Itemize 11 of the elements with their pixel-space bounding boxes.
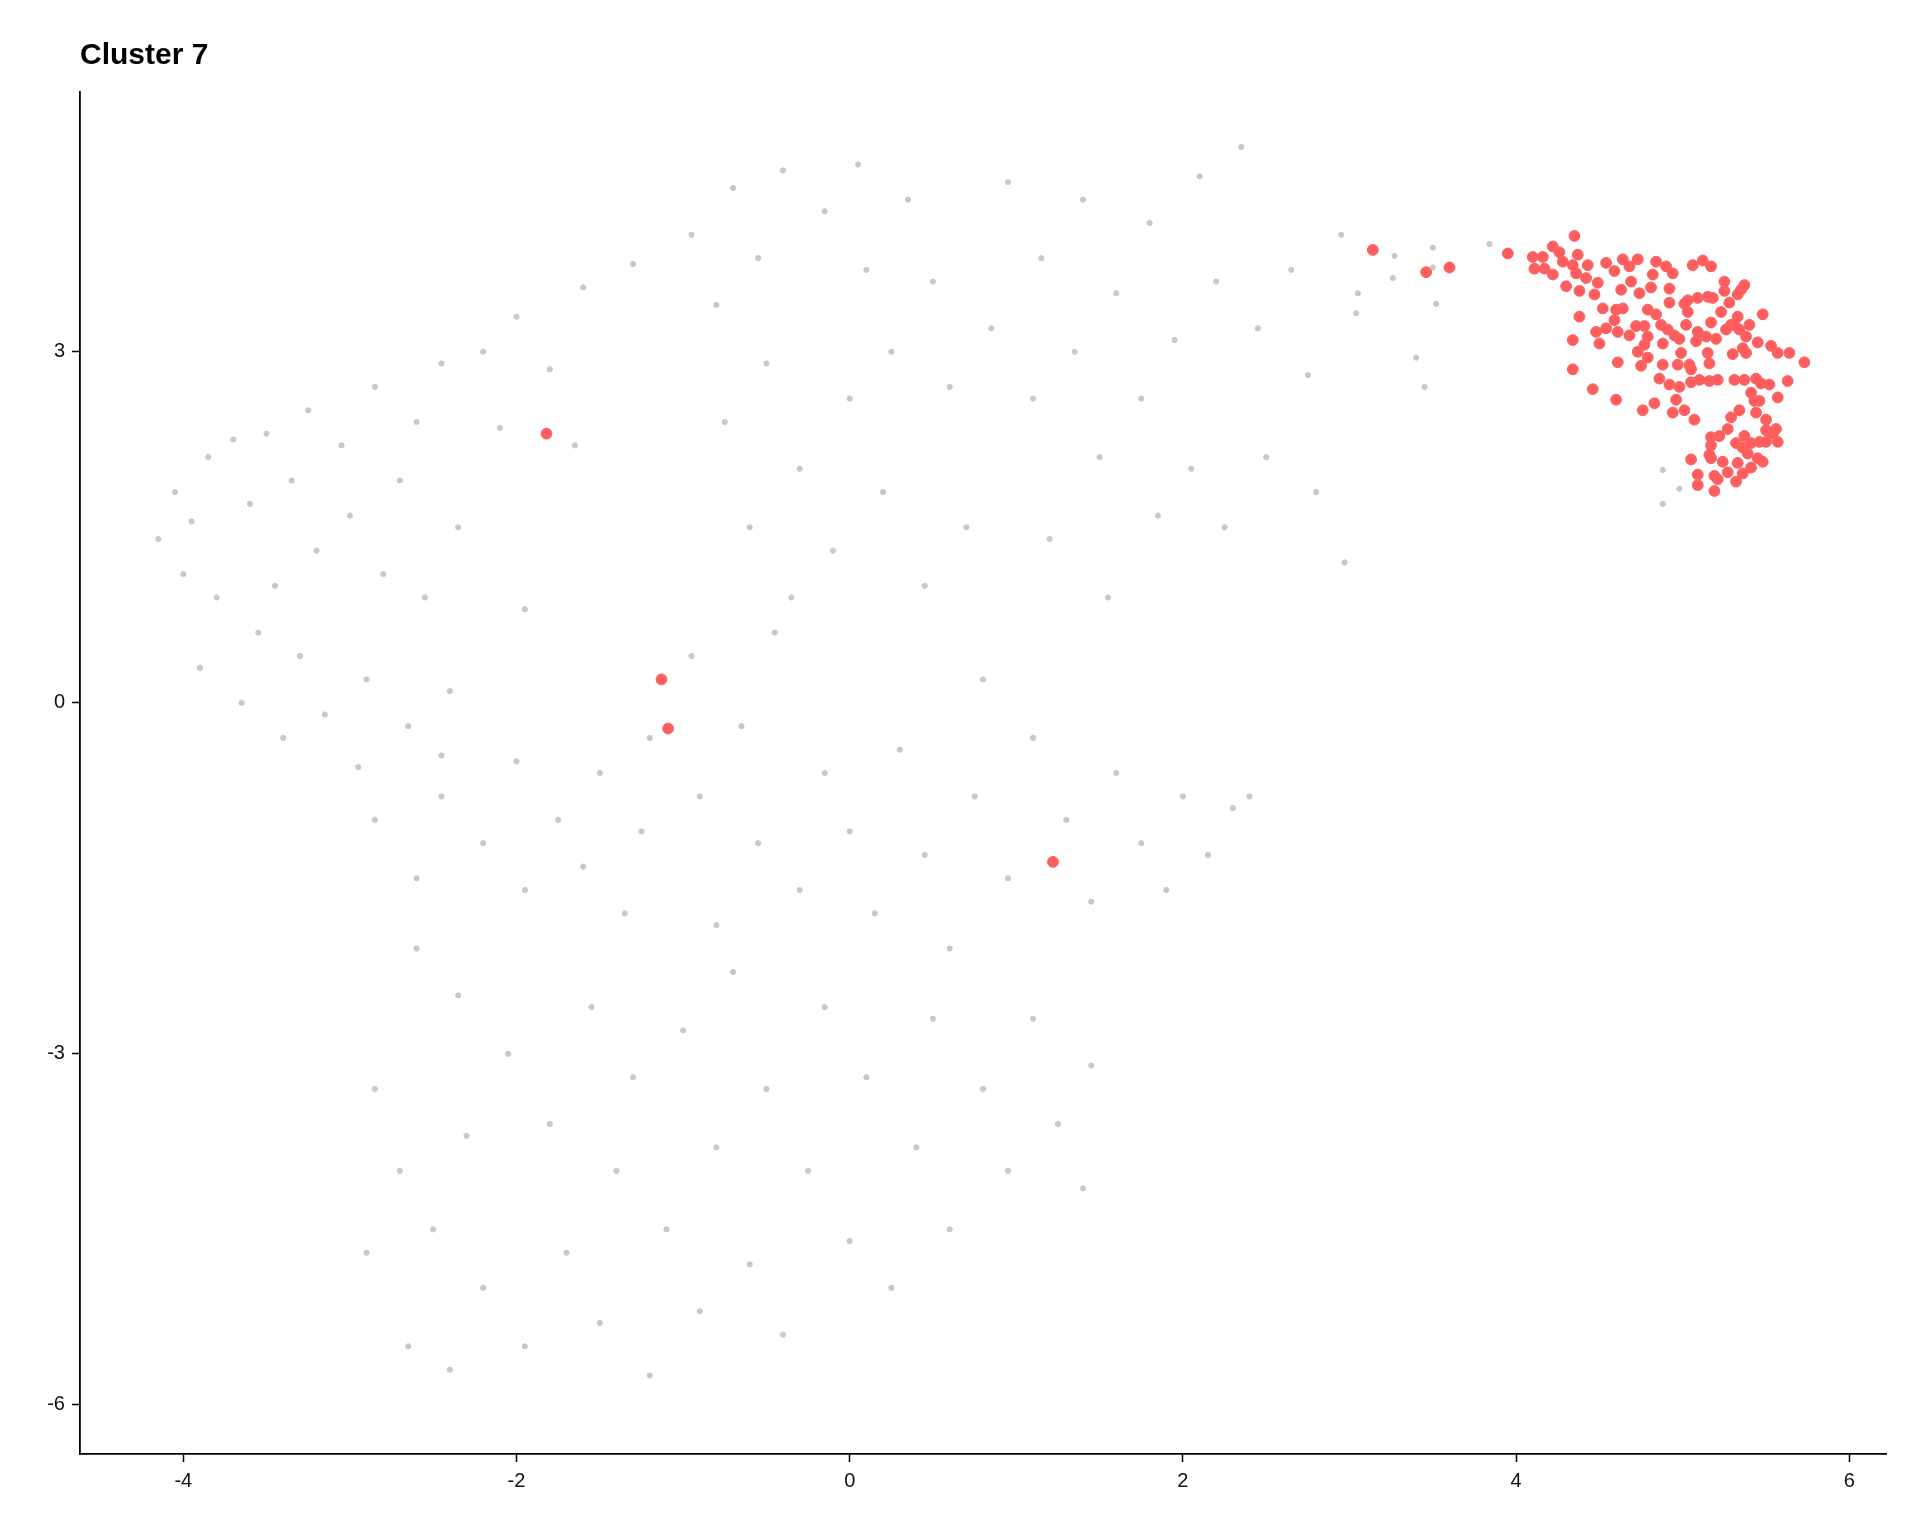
chart-title: Cluster 7 xyxy=(80,37,209,70)
y-tick-label: -3 xyxy=(47,1041,65,1064)
y-tick-label: -6 xyxy=(47,1392,65,1415)
x-tick-label: 0 xyxy=(844,1468,856,1491)
x-tick-label: 4 xyxy=(1510,1468,1522,1491)
y-tick-label: 0 xyxy=(53,690,65,713)
x-tick-label: -2 xyxy=(507,1468,526,1491)
x-tick-label: 6 xyxy=(1843,1468,1855,1491)
y-tick-label: 3 xyxy=(53,339,65,362)
x-tick-label: 2 xyxy=(1177,1468,1189,1491)
x-tick-label: -4 xyxy=(174,1468,193,1491)
